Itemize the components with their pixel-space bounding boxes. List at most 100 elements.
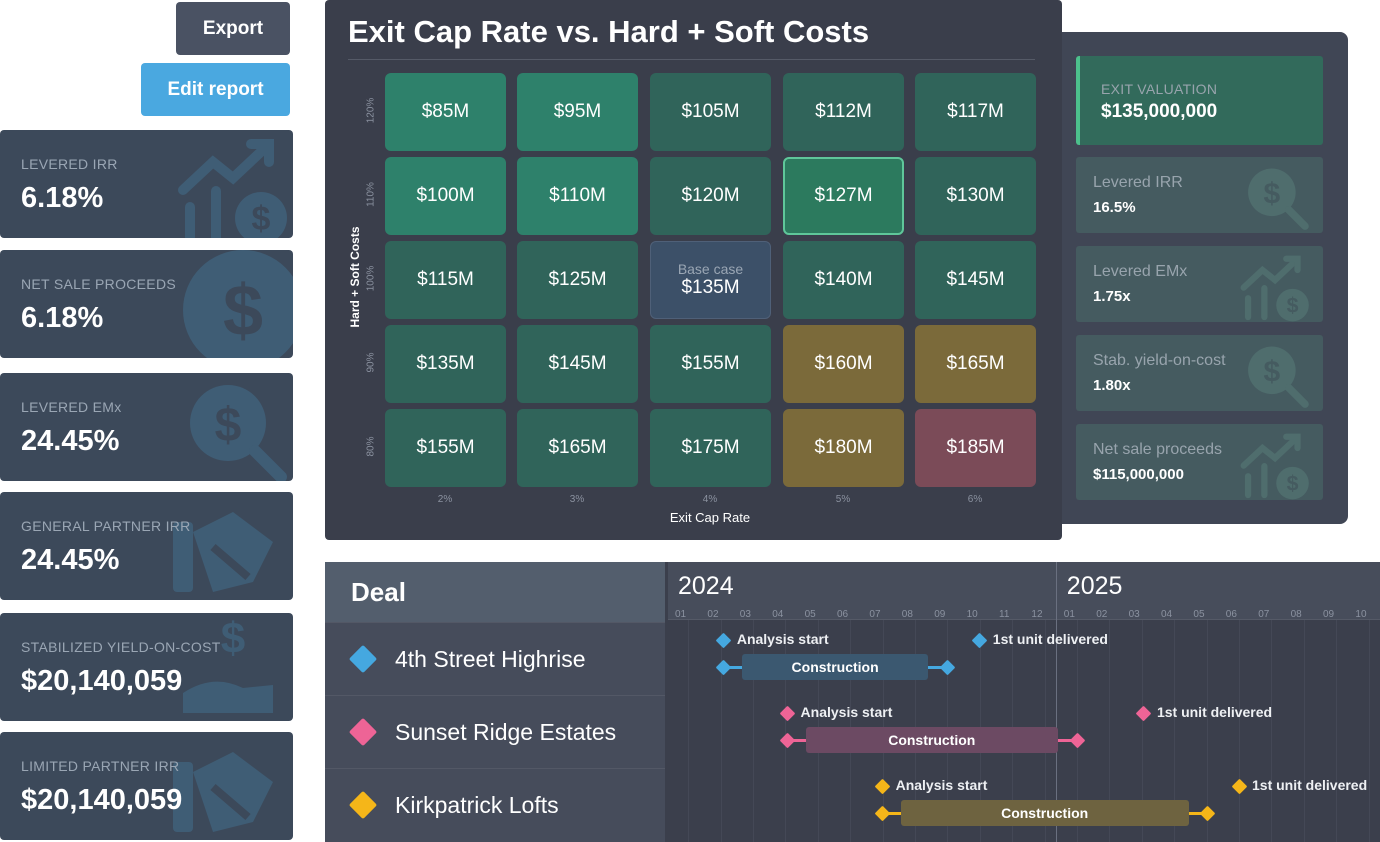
heatmap-cell[interactable]: $160M: [783, 325, 904, 403]
month-label: 02: [1096, 609, 1108, 620]
sensitivity-heatmap-panel: Exit Cap Rate vs. Hard + Soft Costs Hard…: [325, 0, 1062, 540]
y-axis-label: Hard + Soft Costs: [348, 226, 362, 328]
heatmap-cell[interactable]: $185M: [915, 409, 1036, 487]
kpi-value: 6.18%: [21, 182, 104, 214]
edit-report-button[interactable]: Edit report: [141, 63, 290, 116]
month-label: 07: [1258, 609, 1270, 620]
heatmap-cell[interactable]: $165M: [517, 409, 638, 487]
kpi-label: STABILIZED YIELD-ON-COST: [21, 639, 221, 655]
deal-name: 4th Street Highrise: [395, 645, 586, 672]
construction-end-marker[interactable]: [939, 659, 956, 675]
month-gridline: [1206, 620, 1208, 842]
heatmap-cell[interactable]: $155M: [385, 409, 506, 487]
month-label: 04: [772, 609, 784, 620]
heatmap-cell[interactable]: $127M: [783, 157, 904, 235]
y-tick-label: 100%: [365, 265, 377, 292]
dollar-search-icon: $: [1248, 168, 1309, 230]
heatmap-cell[interactable]: $110M: [517, 157, 638, 235]
heatmap-cell[interactable]: $125M: [517, 241, 638, 319]
cell-value: $140M: [814, 269, 873, 290]
heatmap-cell[interactable]: $105M: [650, 73, 771, 151]
export-button[interactable]: Export: [176, 2, 290, 55]
month-gridline: [1303, 620, 1305, 842]
metric-label: Levered IRR: [1093, 174, 1183, 191]
month-label: 05: [804, 609, 816, 620]
heatmap-cell[interactable]: $140M: [783, 241, 904, 319]
timeline-header: 01 02 03 04 05 06 07 08 09 10 11 12 01 02 03 04 05 06 07 08…: [668, 562, 1380, 620]
svg-text:$: $: [1264, 178, 1281, 211]
kpi-value: 6.18%: [21, 302, 104, 334]
heatmap-cell[interactable]: $100M: [385, 157, 506, 235]
heatmap-cell[interactable]: $135M: [385, 325, 506, 403]
heatmap-cell[interactable]: $130M: [915, 157, 1036, 235]
svg-text:$: $: [1287, 472, 1299, 496]
month-gridline: [1336, 620, 1338, 842]
heatmap-cell[interactable]: $112M: [783, 73, 904, 151]
deal-name: Sunset Ridge Estates: [395, 718, 617, 745]
deal-row[interactable]: Sunset Ridge Estates: [325, 695, 665, 768]
heatmap-cell[interactable]: $175M: [650, 409, 771, 487]
heatmap-cell-base-case[interactable]: Base case $135M: [650, 241, 771, 319]
cell-value: $125M: [548, 269, 607, 290]
delivered-label: 1st unit delivered: [1156, 704, 1273, 720]
month-label: 06: [837, 609, 849, 620]
month-gridline: [1368, 620, 1370, 842]
svg-text:$: $: [1264, 356, 1281, 389]
heatmap-cell[interactable]: $145M: [517, 325, 638, 403]
kpi-card: GENERAL PARTNER IRR 24.45%: [0, 492, 293, 600]
month-label: 12: [1031, 609, 1043, 620]
x-tick-label: 4%: [702, 494, 718, 505]
cell-value: $185M: [946, 437, 1005, 458]
heatmap-cell[interactable]: $95M: [517, 73, 638, 151]
heatmap-cell[interactable]: $117M: [915, 73, 1036, 151]
cell-value: $105M: [681, 101, 740, 122]
hand-dollar-icon: $: [183, 614, 273, 713]
construction-bar[interactable]: Construction: [805, 727, 1058, 753]
month-gridline: [720, 620, 722, 842]
construction-bar[interactable]: Construction: [900, 800, 1189, 826]
chart-title: Exit Cap Rate vs. Hard + Soft Costs: [348, 14, 870, 49]
kpi-label: LEVERED IRR: [21, 156, 118, 172]
construction-bar[interactable]: Construction: [741, 654, 929, 680]
construction-start-marker[interactable]: [779, 732, 796, 748]
y-tick-label: 120%: [365, 97, 377, 124]
month-gridline: [1271, 620, 1273, 842]
kpi-label: GENERAL PARTNER IRR: [21, 518, 191, 534]
deal-row[interactable]: 4th Street Highrise: [325, 622, 665, 695]
heatmap-cell[interactable]: $115M: [385, 241, 506, 319]
kpi-card: LIMITED PARTNER IRR $20,140,059: [0, 732, 293, 840]
analysis-start-label: Analysis start: [895, 777, 988, 793]
chart-dollar-icon: $: [1240, 433, 1309, 500]
heatmap-cell[interactable]: $120M: [650, 157, 771, 235]
deal-row[interactable]: Kirkpatrick Lofts: [325, 768, 665, 841]
heatmap-cell[interactable]: $155M: [650, 325, 771, 403]
heatmap-cell[interactable]: $85M: [385, 73, 506, 151]
year-divider: [1055, 562, 1057, 842]
kpi-card: $ NET SALE PROCEEDS 6.18%: [0, 250, 293, 358]
analysis-start-marker[interactable]: [716, 632, 732, 648]
delivered-marker[interactable]: [1136, 705, 1152, 721]
analysis-start-marker[interactable]: [779, 705, 796, 721]
cell-value: $160M: [814, 353, 873, 374]
heatmap-cell[interactable]: $145M: [915, 241, 1036, 319]
y-tick-label: 80%: [365, 436, 377, 457]
delivered-marker[interactable]: [972, 632, 988, 648]
deal-column-header: Deal: [325, 562, 665, 622]
month-label: 02: [707, 609, 719, 620]
analysis-start-marker[interactable]: [874, 778, 891, 794]
heatmap-cell[interactable]: $165M: [915, 325, 1036, 403]
construction-start-marker[interactable]: [874, 805, 891, 821]
cell-value: $145M: [946, 269, 1005, 290]
exit-valuation-label: EXIT VALUATION: [1101, 81, 1218, 97]
summary-metric-card: $ Levered IRR 16.5%: [1076, 157, 1323, 233]
x-axis-label: Exit Cap Rate: [669, 510, 751, 525]
delivered-label: 1st unit delivered: [1252, 777, 1368, 793]
construction-end-marker[interactable]: [1069, 732, 1085, 748]
construction-start-marker[interactable]: [716, 659, 732, 675]
cell-value: $110M: [549, 185, 606, 206]
heatmap-cell[interactable]: $180M: [783, 409, 904, 487]
exit-valuation-value: $135,000,000: [1101, 101, 1218, 122]
construction-end-marker[interactable]: [1199, 805, 1216, 821]
delivered-marker[interactable]: [1231, 778, 1247, 794]
svg-text:$: $: [221, 614, 245, 663]
